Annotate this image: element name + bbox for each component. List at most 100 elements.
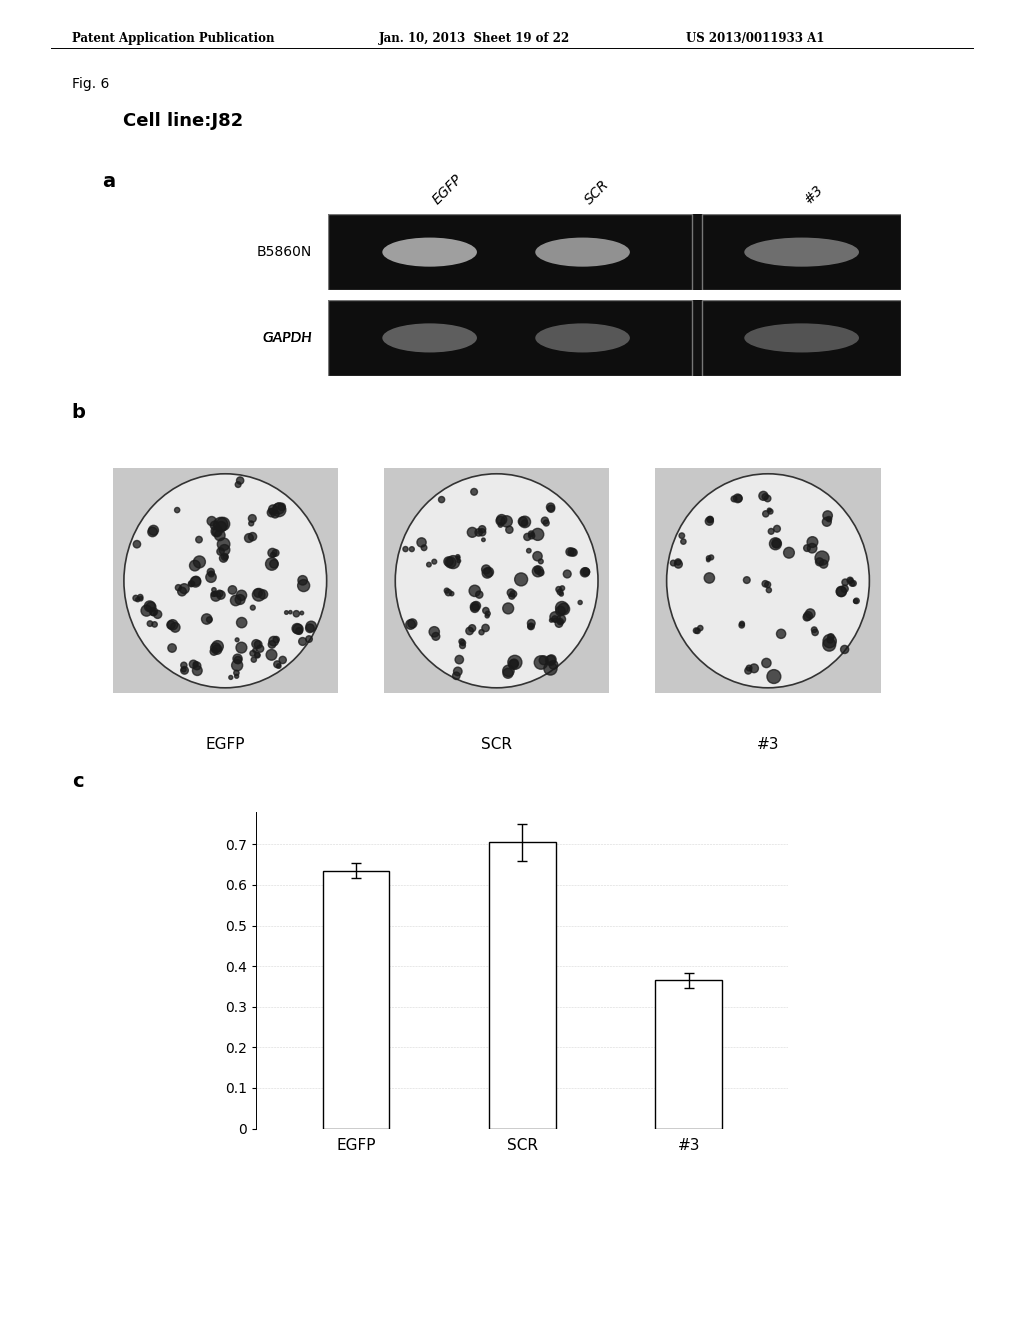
Circle shape [189,660,198,668]
Circle shape [479,630,484,635]
Circle shape [503,665,514,677]
Circle shape [265,558,279,570]
Ellipse shape [744,238,859,267]
Circle shape [410,546,415,552]
Circle shape [766,587,771,593]
Circle shape [293,624,303,634]
Circle shape [532,566,544,577]
Circle shape [581,568,590,577]
Ellipse shape [124,474,327,688]
Circle shape [478,528,485,536]
Circle shape [842,579,849,586]
Circle shape [853,599,858,603]
Circle shape [273,661,281,668]
Circle shape [508,655,522,669]
Circle shape [207,569,214,576]
Circle shape [268,548,276,557]
Circle shape [190,577,201,587]
Circle shape [305,624,314,632]
Circle shape [210,521,219,529]
Circle shape [827,636,834,643]
Circle shape [181,667,186,672]
Circle shape [460,640,466,645]
Circle shape [733,494,742,503]
Circle shape [216,590,223,597]
Circle shape [148,525,159,535]
Circle shape [776,630,785,639]
Circle shape [679,533,685,539]
Circle shape [252,589,265,601]
Circle shape [538,569,544,576]
Circle shape [563,570,571,578]
Circle shape [767,669,781,684]
Circle shape [300,611,304,615]
Circle shape [765,582,771,587]
Circle shape [206,572,216,582]
Circle shape [762,659,771,668]
Circle shape [507,589,515,597]
Circle shape [803,614,811,620]
Circle shape [196,536,203,543]
Circle shape [216,517,229,531]
Circle shape [744,668,752,675]
Circle shape [257,645,264,652]
Circle shape [854,598,859,603]
Circle shape [210,648,218,655]
Circle shape [762,494,768,500]
Circle shape [168,619,178,630]
Circle shape [457,556,460,560]
Circle shape [189,560,200,572]
Circle shape [543,520,549,527]
Circle shape [772,539,781,548]
Ellipse shape [382,238,477,267]
Circle shape [188,581,195,587]
Circle shape [542,517,549,524]
Circle shape [707,516,714,523]
Circle shape [806,609,815,618]
Circle shape [759,491,768,500]
Circle shape [540,656,548,665]
Circle shape [826,516,831,521]
Circle shape [841,585,848,593]
Circle shape [217,591,225,599]
Circle shape [555,619,563,627]
Circle shape [469,624,476,632]
Circle shape [255,652,260,659]
Circle shape [750,664,759,673]
Circle shape [228,586,237,594]
Circle shape [510,590,517,597]
Circle shape [180,667,188,675]
Circle shape [557,589,563,595]
Circle shape [582,568,590,576]
Circle shape [450,591,454,595]
Circle shape [296,627,302,635]
Text: GAPDH: GAPDH [263,331,312,345]
Circle shape [141,605,152,616]
Bar [655,981,722,1129]
Text: EGFP: EGFP [430,172,465,207]
Circle shape [269,508,274,515]
Circle shape [547,655,556,664]
Circle shape [208,572,214,577]
Circle shape [168,644,176,652]
Circle shape [133,595,138,601]
Circle shape [457,558,461,562]
Circle shape [253,648,257,652]
Circle shape [804,611,812,620]
Circle shape [147,620,153,627]
Circle shape [681,539,686,544]
Circle shape [484,568,494,577]
Circle shape [553,618,557,622]
Circle shape [432,632,439,640]
Circle shape [822,517,831,527]
Circle shape [469,585,480,597]
Circle shape [135,598,140,602]
Circle shape [232,655,242,663]
Text: a: a [102,172,116,190]
Circle shape [223,554,228,560]
Circle shape [849,578,853,582]
Circle shape [544,661,557,675]
Circle shape [191,577,201,586]
Ellipse shape [395,474,598,688]
Circle shape [743,577,751,583]
